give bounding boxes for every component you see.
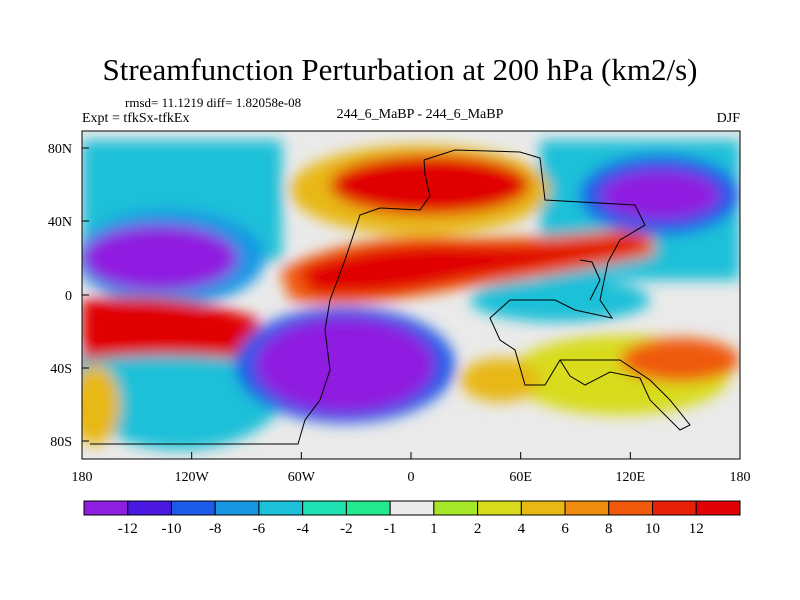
colorbar: -12 -10 -8 -6 -4 -2 -1 1 2 4 6 8 10 12 — [83, 500, 741, 537]
colorbar-label: 4 — [518, 521, 526, 537]
lon-tick-label: 120E — [616, 470, 646, 485]
colorbar-label: -8 — [209, 521, 222, 537]
lon-tick-label: 60W — [288, 470, 316, 485]
colorbar-label: 8 — [605, 521, 613, 537]
colorbar-swatch — [477, 500, 522, 516]
longitude-axis: 180 120W 60W 0 60E 120E 180 — [72, 452, 751, 485]
coastlines — [90, 149, 691, 445]
plot-title: Streamfunction Perturbation at 200 hPa (… — [102, 52, 698, 87]
colorbar-label: 10 — [645, 521, 660, 537]
colorbar-swatch — [389, 500, 435, 516]
colorbar-swatch — [127, 500, 172, 516]
case-label: 244_6_MaBP - 244_6_MaBP — [336, 107, 504, 122]
colorbar-swatch — [608, 500, 654, 516]
colorbar-swatch — [302, 500, 347, 516]
lon-tick-label: 0 — [408, 470, 415, 485]
colorbar-swatch — [258, 500, 304, 516]
stats-line: rmsd= 11.1219 diff= 1.82058e-08 — [125, 95, 302, 110]
lon-tick-label: 60E — [509, 470, 532, 485]
season-label: DJF — [716, 111, 740, 126]
colorbar-label: 2 — [474, 521, 482, 537]
lat-tick-label: 80N — [48, 142, 72, 157]
colorbar-label: -10 — [161, 521, 181, 537]
colorbar-label: 1 — [430, 521, 438, 537]
experiment-label: Expt = tfkSx-tfkEx — [82, 111, 190, 126]
colorbar-label: -4 — [296, 521, 309, 537]
streamfunction-field — [82, 131, 740, 459]
colorbar-label: 6 — [561, 521, 569, 537]
lat-tick-label: 40N — [48, 215, 72, 230]
colorbar-swatch — [520, 500, 566, 516]
colorbar-swatch — [214, 500, 260, 516]
lon-tick-label: 120W — [175, 470, 210, 485]
colorbar-swatch — [564, 500, 610, 516]
colorbar-label: -6 — [253, 521, 266, 537]
colorbar-swatch — [345, 500, 391, 516]
colorbar-swatch — [433, 500, 479, 516]
colorbar-swatch — [695, 500, 741, 516]
lat-tick-label: 40S — [50, 362, 72, 377]
lon-tick-label: 180 — [72, 470, 93, 485]
lat-tick-label: 0 — [65, 289, 72, 304]
colorbar-label: -2 — [340, 521, 353, 537]
colorbar-swatch — [83, 500, 129, 516]
colorbar-swatch — [170, 500, 216, 516]
colorbar-label: -1 — [384, 521, 397, 537]
lon-tick-label: 180 — [730, 470, 751, 485]
colorbar-swatch — [652, 500, 697, 516]
latitude-axis: 80N 40N 0 40S 80S — [48, 142, 89, 450]
lat-tick-label: 80S — [50, 435, 72, 450]
colorbar-label: -12 — [118, 521, 138, 537]
colorbar-label: 12 — [689, 521, 704, 537]
